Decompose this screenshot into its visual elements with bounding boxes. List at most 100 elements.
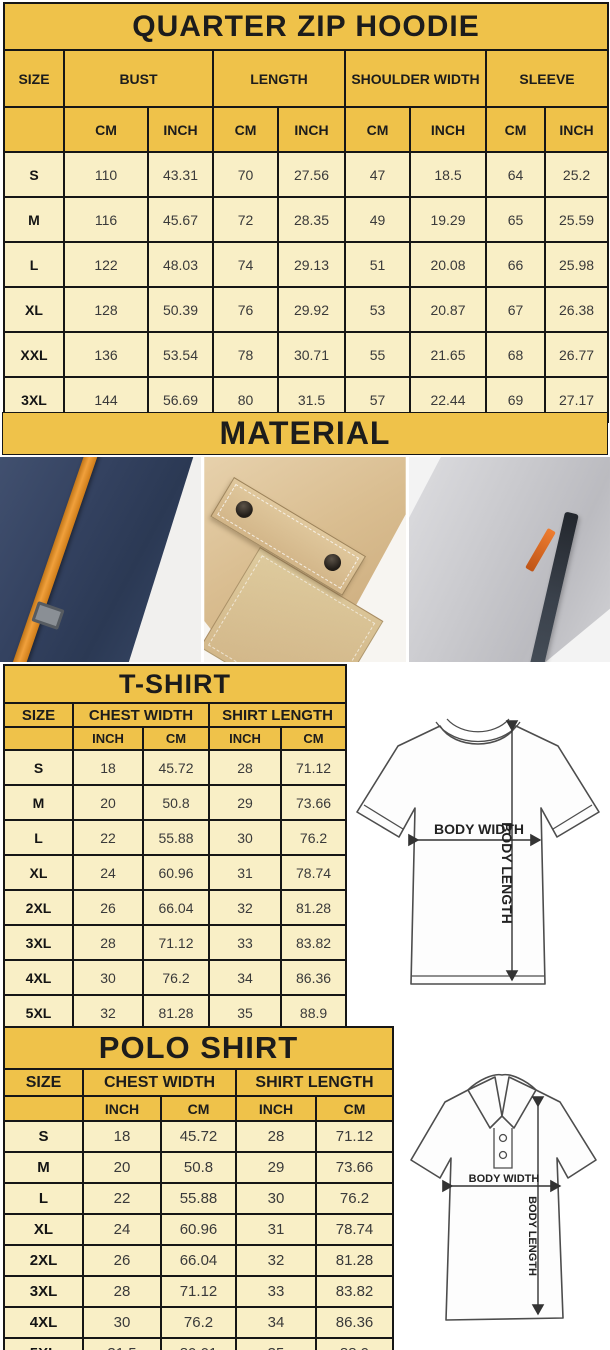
value-cell: 128 — [63, 286, 149, 333]
unit-header: INCH — [543, 106, 610, 153]
value-cell: 28 — [235, 1120, 317, 1153]
value-cell: 27.56 — [277, 151, 346, 198]
value-cell: 83.82 — [314, 1275, 395, 1308]
value-cell: 45.67 — [147, 196, 214, 243]
value-cell: 81.28 — [142, 994, 210, 1031]
size-cell: 2XL — [3, 1244, 84, 1277]
value-cell: 76.2 — [314, 1182, 395, 1215]
value-cell: 18 — [82, 1120, 162, 1153]
value-cell: 76.2 — [279, 819, 348, 856]
value-cell: 60.96 — [142, 854, 210, 891]
value-cell: 29 — [208, 784, 282, 821]
hoodie-size-table: QUARTER ZIP HOODIE SIZE BUST LENGTH SHOU… — [2, 2, 610, 423]
polo-outline — [410, 1073, 597, 1321]
polo-group-header-row: SIZE CHEST WIDTH SHIRT LENGTH — [3, 1068, 395, 1097]
value-cell: 30 — [82, 1306, 162, 1339]
value-cell: 48.03 — [147, 241, 214, 288]
value-cell: 50.39 — [147, 286, 214, 333]
value-cell: 18.5 — [409, 151, 487, 198]
body-length-label: BODY LENGTH — [526, 1196, 538, 1276]
col-header-length: LENGTH — [212, 49, 346, 108]
value-cell: 71.12 — [279, 749, 348, 786]
value-cell: 88.9 — [314, 1337, 395, 1350]
value-cell: 20 — [82, 1151, 162, 1184]
polo-unit-header-row: INCH CM INCH CM — [3, 1095, 395, 1122]
size-cell: L — [3, 819, 74, 856]
value-cell: 22 — [72, 819, 144, 856]
size-cell: S — [3, 1120, 84, 1153]
size-cell: 3XL — [3, 924, 74, 961]
value-cell: 66 — [485, 241, 546, 288]
value-cell: 28 — [208, 749, 282, 786]
value-cell: 71.12 — [314, 1120, 395, 1153]
value-cell: 71.12 — [142, 924, 210, 961]
value-cell: 31 — [235, 1213, 317, 1246]
value-cell: 20.08 — [409, 241, 487, 288]
snap-button — [232, 497, 257, 522]
value-cell: 25.98 — [543, 241, 610, 288]
table-row: XL 128 50.39 76 29.92 53 20.87 67 26.38 — [3, 286, 610, 333]
size-cell: XL — [3, 854, 74, 891]
unit-header: INCH — [82, 1095, 162, 1122]
value-cell: 45.72 — [160, 1120, 237, 1153]
value-cell: 24 — [82, 1213, 162, 1246]
value-cell: 122 — [63, 241, 149, 288]
col-header-chest-width: CHEST WIDTH — [72, 702, 210, 728]
value-cell: 30 — [235, 1182, 317, 1215]
tshirt-unit-header-row: INCH CM INCH CM — [3, 726, 348, 751]
col-header-sleeve: SLEEVE — [484, 49, 610, 108]
value-cell: 29.13 — [277, 241, 346, 288]
unit-header: INCH — [235, 1095, 317, 1122]
value-cell: 78 — [212, 331, 279, 378]
unit-header: CM — [314, 1095, 395, 1122]
value-cell: 30.71 — [277, 331, 346, 378]
value-cell: 33 — [208, 924, 282, 961]
value-cell: 55.88 — [160, 1182, 237, 1215]
size-cell: L — [3, 1182, 84, 1215]
value-cell: 136 — [63, 331, 149, 378]
size-cell: S — [3, 749, 74, 786]
unit-header: CM — [279, 726, 348, 751]
body-width-label: BODY WIDTH — [434, 821, 524, 837]
hoodie-table-title: QUARTER ZIP HOODIE — [2, 2, 610, 51]
value-cell: 28 — [82, 1275, 162, 1308]
value-cell: 32 — [208, 889, 282, 926]
value-cell: 76.2 — [142, 959, 210, 996]
value-cell: 29 — [235, 1151, 317, 1184]
table-row: 3XL 28 71.12 33 83.82 — [3, 1275, 395, 1308]
table-row: 5XL 32 81.28 35 88.9 — [3, 994, 348, 1031]
value-cell: 28 — [72, 924, 144, 961]
size-cell: M — [3, 196, 65, 243]
table-row: XXL 136 53.54 78 30.71 55 21.65 68 26.77 — [3, 331, 610, 378]
value-cell: 33 — [235, 1275, 317, 1308]
table-row: 4XL 30 76.2 34 86.36 — [3, 1306, 395, 1339]
table-row: L 122 48.03 74 29.13 51 20.08 66 25.98 — [3, 241, 610, 288]
value-cell: 50.8 — [160, 1151, 237, 1184]
col-header-bust: BUST — [63, 49, 214, 108]
value-cell: 71.12 — [160, 1275, 237, 1308]
value-cell: 47 — [344, 151, 411, 198]
value-cell: 81.28 — [279, 889, 348, 926]
material-photos — [0, 457, 610, 662]
unit-header: CM — [212, 106, 279, 153]
polo-collar-right — [501, 1076, 537, 1129]
unit-header: INCH — [147, 106, 214, 153]
table-row: L 22 55.88 30 76.2 — [3, 1182, 395, 1215]
value-cell: 49 — [344, 196, 411, 243]
unit-header: CM — [142, 726, 210, 751]
table-row: XL 24 60.96 31 78.74 — [3, 1213, 395, 1246]
value-cell: 110 — [63, 151, 149, 198]
value-cell: 20 — [72, 784, 144, 821]
value-cell: 31 — [208, 854, 282, 891]
value-cell: 66.04 — [142, 889, 210, 926]
table-row: L 22 55.88 30 76.2 — [3, 819, 348, 856]
value-cell: 80.01 — [160, 1337, 237, 1350]
value-cell: 26.77 — [543, 331, 610, 378]
material-section-title: MATERIAL — [2, 412, 608, 455]
value-cell: 53.54 — [147, 331, 214, 378]
value-cell: 21.65 — [409, 331, 487, 378]
value-cell: 32 — [72, 994, 144, 1031]
material-photo-khaki-pocket — [204, 457, 406, 662]
size-cell: 2XL — [3, 889, 74, 926]
value-cell: 26 — [82, 1244, 162, 1277]
